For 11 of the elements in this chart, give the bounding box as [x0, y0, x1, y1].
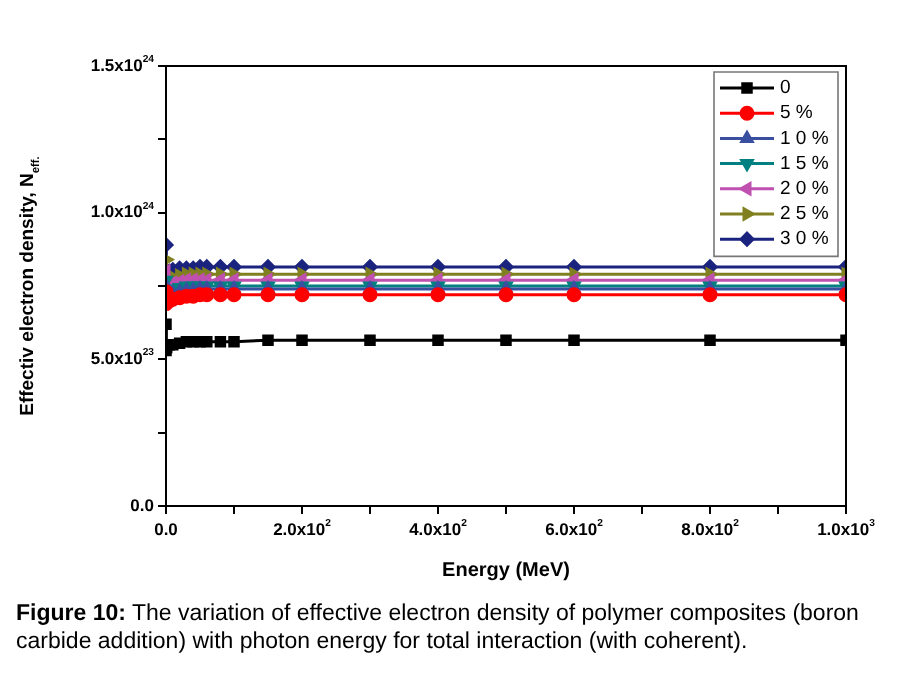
legend-label: 5 % [780, 102, 814, 125]
caption: Figure 10: The variation of effective electron density of polymer composites (boron carbide addition) with photon energy for total interaction (with coherent). [16, 602, 859, 654]
legend-label: 1 0 % [780, 127, 830, 150]
legend-label: 2 0 % [780, 178, 830, 201]
legend-label: 3 0 % [780, 228, 830, 251]
x-tick-label: 0.0 [154, 518, 179, 539]
legend-label: 2 5 % [780, 203, 830, 226]
legend-label: 0 [780, 77, 791, 100]
y-tick-label: 0.0 [130, 494, 155, 515]
x-axis-title: Energy (MeV) [442, 559, 570, 582]
legend-label: 1 5 % [780, 152, 830, 175]
